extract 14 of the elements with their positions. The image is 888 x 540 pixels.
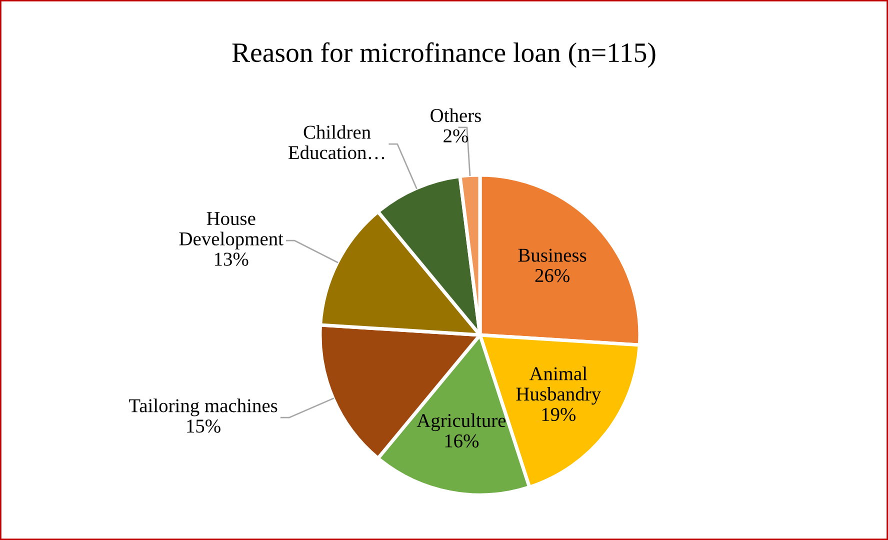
slice-label: Agriculture — [416, 413, 506, 432]
slice-label: Children Education… — [288, 125, 384, 160]
data-label: 16% — [445, 434, 479, 448]
data-label: 19% — [542, 408, 576, 422]
data-label: 13% — [214, 252, 248, 266]
chart-title: Reason for microfinance loan (n=115) — [232, 42, 656, 68]
slice-label: Animal Husbandry — [516, 366, 601, 405]
slice-label: Tailoring machines — [128, 398, 278, 416]
data-label: 2% — [444, 129, 468, 143]
slice-label: House Development — [179, 212, 284, 250]
slice-label: Others — [430, 108, 481, 122]
data-label: 26% — [535, 269, 570, 282]
slice-label: Business — [518, 248, 586, 262]
data-label: 15% — [187, 420, 220, 433]
